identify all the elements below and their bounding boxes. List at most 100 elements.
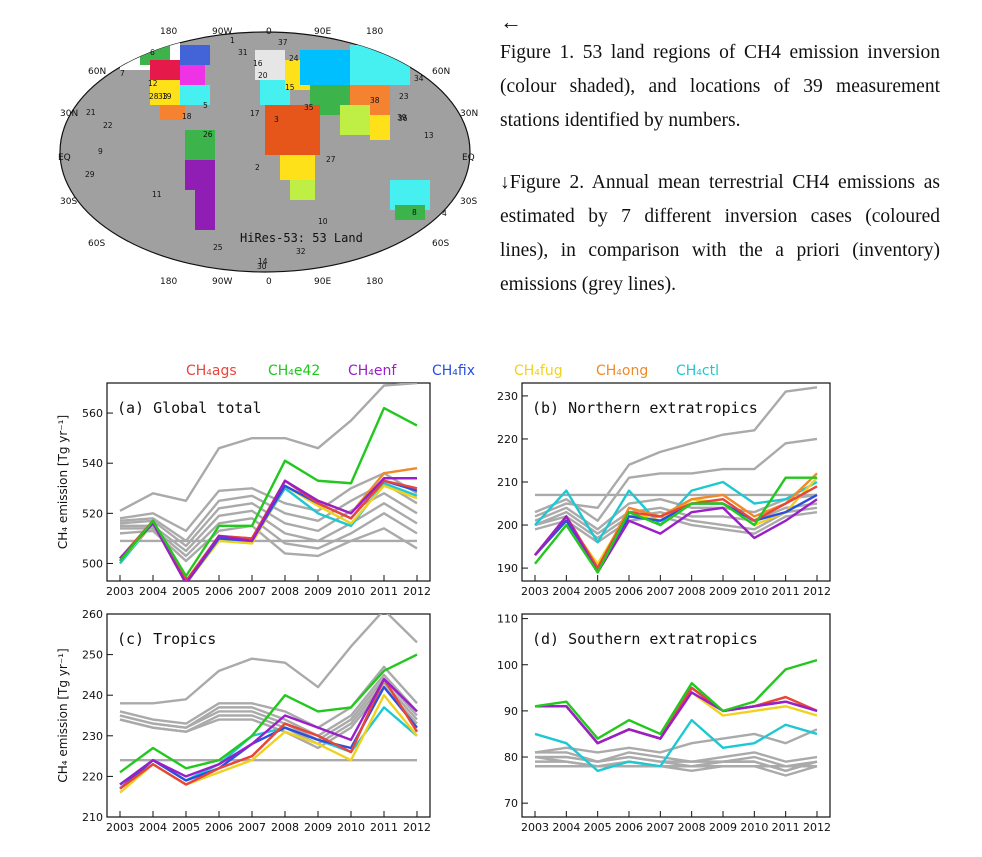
y-tick-label: 520: [82, 507, 103, 520]
station-number: 5: [203, 101, 208, 110]
station-number: 4: [442, 209, 447, 218]
lat-label: 60S: [88, 239, 105, 249]
lon-label: 90E: [314, 277, 331, 287]
x-tick-label: 2008: [271, 585, 299, 598]
panel-title: (a) Global total: [117, 399, 262, 417]
series-line: [119, 477, 417, 581]
y-tick-label: 80: [504, 751, 518, 764]
station-number: 38: [370, 96, 380, 105]
lon-label: 180: [366, 277, 383, 287]
series-line: [534, 498, 818, 574]
y-tick-label: 250: [82, 649, 103, 662]
lat-label: EQ: [58, 153, 71, 163]
y-tick-label: 190: [497, 562, 518, 575]
series-line: [119, 677, 418, 786]
prior-line: [119, 524, 418, 563]
lat-labels: 60N 30N EQ 30S 60S 60N 30N EQ 30S 60S: [58, 67, 478, 249]
station-number: 23: [399, 92, 409, 101]
x-tick-label: 2004: [139, 821, 167, 834]
x-tick-label: 2007: [238, 585, 266, 598]
x-tick-label: 2011: [370, 585, 398, 598]
left-arrow-icon: ←: [500, 9, 522, 34]
x-tick-label: 2006: [615, 821, 643, 834]
station-numbers: 1234567891011121314151617181920212223242…: [85, 36, 447, 271]
y-tick-label: 100: [497, 659, 518, 672]
prior-line: [120, 502, 418, 553]
x-tick-label: 2003: [521, 585, 549, 598]
x-tick-label: 2010: [740, 821, 768, 834]
chart-panel: 70 80 90 100 110 2003 2004 2005 2006 2007 2008 2009…: [497, 613, 831, 834]
legend-entry: CH₄fix: [432, 363, 475, 379]
y-tick-label: 540: [82, 457, 103, 470]
x-tick-label: 2009: [709, 585, 737, 598]
captions: ← Figure 1. 53 land regions of CH4 emiss…: [500, 8, 940, 302]
prior-line: [119, 677, 418, 742]
x-tick-label: 2008: [678, 585, 706, 598]
panel-title: (d) Southern extratropics: [532, 630, 758, 648]
lon-label: 180: [160, 277, 177, 287]
x-tick-label: 2011: [772, 585, 800, 598]
prior-line: [119, 383, 418, 512]
station-number: 13: [424, 131, 434, 140]
station-number: 9: [98, 147, 103, 156]
station-number: 21: [86, 108, 96, 117]
station-number: 3: [274, 115, 279, 124]
prior-line: [534, 506, 818, 540]
station-number: 1: [230, 36, 235, 45]
station-number: 39: [397, 113, 407, 122]
lat-label: 30S: [60, 197, 77, 207]
prior-line: [535, 760, 818, 777]
lat-label: EQ: [462, 153, 475, 163]
map-label: HiRes-53: 53 Land: [240, 231, 363, 245]
x-tick-label: 2012: [803, 585, 831, 598]
station-number: 36: [398, 114, 408, 123]
x-tick-label: 2005: [172, 585, 200, 598]
x-tick-label: 2005: [172, 821, 200, 834]
world-map-panel: HiRes-53: 53 Land 180 90W 0 90E 180 180 …: [0, 0, 490, 300]
x-tick-label: 2012: [403, 821, 431, 834]
x-tick-label: 2012: [803, 821, 831, 834]
x-tick-label: 2005: [584, 821, 612, 834]
station-number: 26: [203, 130, 213, 139]
station-number: 10: [318, 217, 328, 226]
x-tick-label: 2009: [709, 821, 737, 834]
lon-label: 90W: [212, 277, 232, 287]
series-lines: [534, 658, 818, 777]
y-tick-label: 260: [82, 608, 103, 621]
world-map: HiRes-53: 53 Land 180 90W 0 90E 180 180 …: [58, 27, 478, 287]
prior-line: [120, 614, 418, 705]
station-number: 29: [85, 170, 95, 179]
x-tick-label: 2008: [271, 821, 299, 834]
x-tick-label: 2010: [337, 585, 365, 598]
prior-line: [534, 510, 818, 544]
prior-line: [534, 728, 818, 754]
x-tick-label: 2007: [238, 821, 266, 834]
x-tick-label: 2005: [584, 585, 612, 598]
lon-labels: 180 90W 0 90E 180 180 90W 0 90E 180: [160, 27, 383, 287]
y-tick-label: 110: [497, 613, 518, 626]
x-tick-label: 2008: [678, 821, 706, 834]
series-line: [534, 476, 817, 574]
lon-label: 180: [366, 27, 383, 37]
y-tick-label: 210: [82, 811, 103, 824]
y-tick-label: 90: [504, 705, 518, 718]
station-number: 30: [257, 262, 267, 271]
x-tick-label: 2009: [304, 821, 332, 834]
series-line: [535, 691, 818, 745]
station-number: 14: [258, 257, 268, 266]
station-number: 11: [152, 190, 162, 199]
station-number: 34: [414, 74, 424, 83]
station-number: 27: [326, 155, 336, 164]
figure2-caption: ↓Figure 2. Annual mean terrestrial CH4 e…: [500, 172, 940, 295]
station-number: 12: [148, 79, 158, 88]
y-tick-label: 200: [497, 519, 518, 532]
legend-entry: CH₄fug: [514, 363, 563, 379]
y-tick-label: 220: [82, 770, 103, 783]
x-tick-label: 2007: [646, 821, 674, 834]
y-axis-label: CH₄ emission [Tg yr⁻¹]: [56, 648, 70, 782]
lat-label: 30N: [460, 109, 478, 119]
prior-line: [119, 665, 418, 729]
lat-label: 60N: [88, 67, 106, 77]
